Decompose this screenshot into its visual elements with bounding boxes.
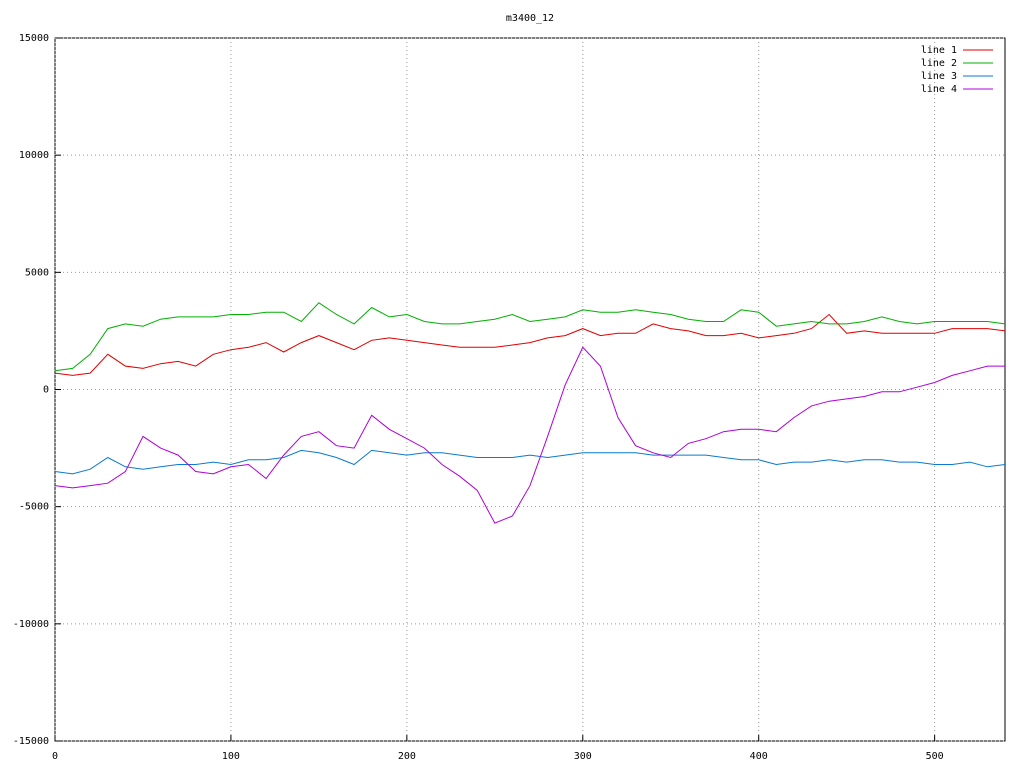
chart-title: m3400_12 [506, 13, 554, 24]
y-tick-label: -5000 [19, 502, 49, 513]
x-tick-label: 400 [750, 751, 768, 762]
y-tick-label: 0 [43, 385, 49, 396]
y-tick-label: 10000 [19, 150, 49, 161]
legend-label: line 4 [921, 84, 957, 95]
x-tick-label: 100 [222, 751, 240, 762]
legend-label: line 2 [921, 58, 957, 69]
x-tick-label: 300 [574, 751, 592, 762]
legend-label: line 3 [921, 71, 957, 82]
x-tick-label: 500 [926, 751, 944, 762]
data-line [54, 302, 1006, 372]
y-tick-label: -10000 [13, 619, 49, 630]
y-tick-label: -15000 [13, 736, 49, 747]
plot-frame [54, 37, 1006, 742]
y-tick-label: 5000 [25, 267, 49, 278]
y-tick-label: 15000 [19, 33, 49, 44]
x-tick-label: 0 [52, 751, 58, 762]
data-line [54, 449, 1006, 475]
data-line [54, 346, 1005, 524]
data-line [54, 313, 1006, 376]
x-tick-label: 200 [398, 751, 416, 762]
legend-label: line 1 [921, 45, 957, 56]
